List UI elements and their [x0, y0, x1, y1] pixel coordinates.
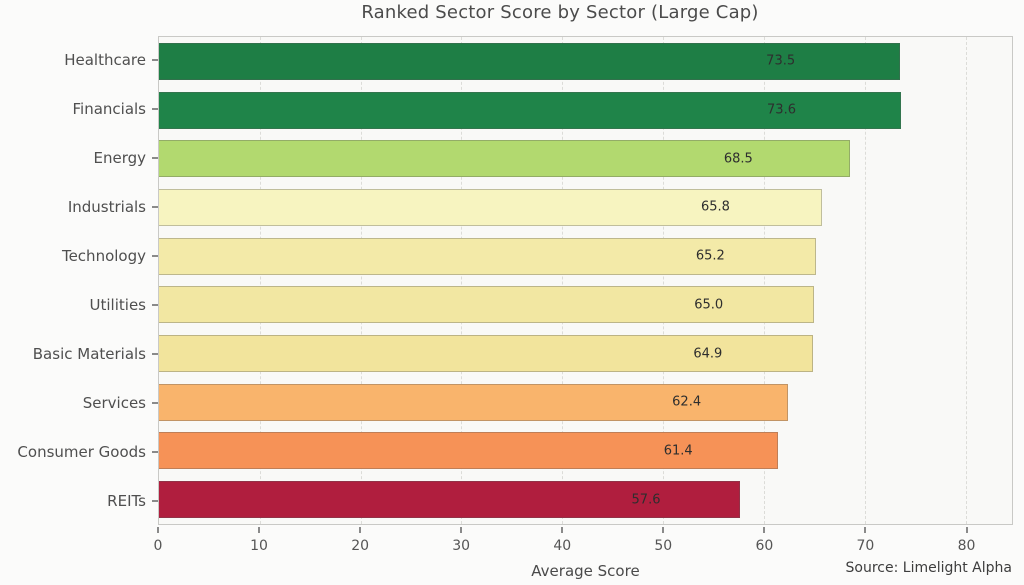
bar-row-services: 62.4 [159, 378, 1012, 427]
bar-technology: 65.2 [159, 237, 817, 275]
x-tick-label-50: 50 [654, 538, 673, 554]
bar-row-basic-materials: 64.9 [159, 329, 1012, 378]
bar-row-healthcare: 73.5 [159, 37, 1012, 86]
x-tick-label-70: 70 [856, 538, 875, 554]
value-label-services: 62.4 [672, 394, 702, 410]
category-label-row-utilities: Utilities [0, 281, 158, 330]
bar-basic-materials: 64.9 [159, 335, 814, 373]
category-label-row-financials: Financials [0, 85, 158, 134]
x-tick-label-10: 10 [250, 538, 268, 554]
y-axis-category-labels: Healthcare Financials Energy Industrials Tec… [0, 36, 158, 525]
x-tick-mark-0 [157, 527, 159, 533]
category-label-healthcare: Healthcare [64, 51, 146, 70]
chart-title: Ranked Sector Score by Sector (Large Cap… [361, 2, 759, 23]
category-label-consumer-goods: Consumer Goods [17, 442, 146, 461]
category-label-row-services: Services [0, 378, 158, 427]
gridline-30 [461, 37, 463, 524]
category-label-basic-materials: Basic Materials [32, 344, 146, 363]
source-credit: Source: Limelight Alpha [845, 560, 1012, 576]
value-label-technology: 65.2 [695, 248, 725, 264]
x-tick-label-30: 30 [452, 538, 471, 554]
category-label-utilities: Utilities [89, 295, 146, 314]
bar-healthcare: 73.5 [159, 42, 901, 80]
bar-services: 62.4 [159, 383, 789, 421]
bar-row-utilities: 65.0 [159, 281, 1012, 330]
value-label-energy: 68.5 [723, 151, 753, 167]
bar-utilities: 65.0 [159, 286, 815, 324]
category-label-row-consumer-goods: Consumer Goods [0, 427, 158, 476]
y-tick-mark [152, 108, 158, 111]
x-axis-tick-marks [157, 527, 1013, 534]
gridline-20 [360, 37, 362, 524]
x-tick-label-40: 40 [553, 538, 572, 554]
value-label-reits: 57.6 [631, 492, 661, 508]
category-label-services: Services [82, 393, 146, 412]
y-tick-mark [152, 255, 158, 258]
x-tick-label-0: 0 [153, 538, 163, 554]
x-tick-mark-30 [460, 527, 463, 533]
bar-row-financials: 73.6 [159, 86, 1012, 135]
value-label-industrials: 65.8 [700, 199, 730, 215]
value-label-utilities: 65.0 [694, 297, 724, 313]
category-label-industrials: Industrials [67, 198, 146, 217]
bar-row-technology: 65.2 [159, 232, 1012, 281]
y-tick-mark [152, 157, 158, 160]
bar-financials: 73.6 [159, 91, 902, 129]
bar-reits: 57.6 [159, 481, 740, 519]
bar-row-industrials: 65.8 [159, 183, 1012, 232]
y-tick-mark [152, 352, 158, 355]
category-label-reits: REITs [107, 491, 146, 510]
y-tick-mark [152, 59, 158, 62]
category-label-row-reits: REITs [0, 476, 158, 525]
value-label-basic-materials: 64.9 [693, 346, 723, 362]
y-tick-mark [152, 499, 158, 502]
y-tick-mark [152, 206, 158, 209]
bar-row-energy: 68.5 [159, 134, 1012, 183]
x-tick-label-80: 80 [957, 538, 976, 554]
category-label-row-energy: Energy [0, 134, 158, 183]
gridline-80 [965, 37, 967, 524]
bar-rows: 73.5 73.6 68.5 65.8 65.2 65.0 64.9 62.4 61.4 57.6 [159, 37, 1012, 524]
category-label-energy: Energy [93, 149, 146, 168]
x-tick-mark-50 [662, 527, 665, 533]
bar-row-consumer-goods: 61.4 [159, 427, 1012, 476]
gridline-40 [562, 37, 564, 524]
category-label-technology: Technology [61, 247, 146, 266]
category-label-row-basic-materials: Basic Materials [0, 329, 158, 378]
y-tick-mark [152, 303, 158, 306]
x-tick-label-60: 60 [755, 538, 774, 554]
value-label-consumer-goods: 61.4 [663, 443, 693, 459]
gridline-70 [864, 37, 866, 524]
x-tick-mark-40 [561, 527, 564, 533]
y-tick-mark [152, 450, 158, 453]
x-axis-label: Average Score [531, 562, 640, 580]
category-label-row-healthcare: Healthcare [0, 36, 158, 85]
x-tick-mark-10 [258, 527, 261, 533]
x-tick-mark-80 [965, 527, 968, 533]
plot-area: 73.5 73.6 68.5 65.8 65.2 65.0 64.9 62.4 61.4 57.6 [158, 36, 1013, 525]
x-tick-label-20: 20 [351, 538, 370, 554]
gridline-50 [663, 37, 665, 524]
bar-row-reits: 57.6 [159, 475, 1012, 524]
value-label-healthcare: 73.5 [766, 53, 796, 69]
x-tick-mark-20 [359, 527, 362, 533]
x-tick-mark-60 [763, 527, 766, 533]
bar-energy: 68.5 [159, 140, 850, 178]
category-label-row-industrials: Industrials [0, 183, 158, 232]
bar-consumer-goods: 61.4 [159, 432, 779, 470]
category-label-financials: Financials [72, 100, 147, 119]
y-tick-mark [152, 401, 158, 404]
x-tick-mark-70 [864, 527, 867, 533]
bar-industrials: 65.8 [159, 188, 823, 226]
gridline-60 [763, 37, 765, 524]
value-label-financials: 73.6 [767, 102, 796, 118]
x-axis-tick-labels: 0 10 20 30 40 50 60 70 80 [154, 538, 1013, 556]
gridline-10 [259, 37, 261, 524]
category-label-row-technology: Technology [0, 232, 158, 281]
